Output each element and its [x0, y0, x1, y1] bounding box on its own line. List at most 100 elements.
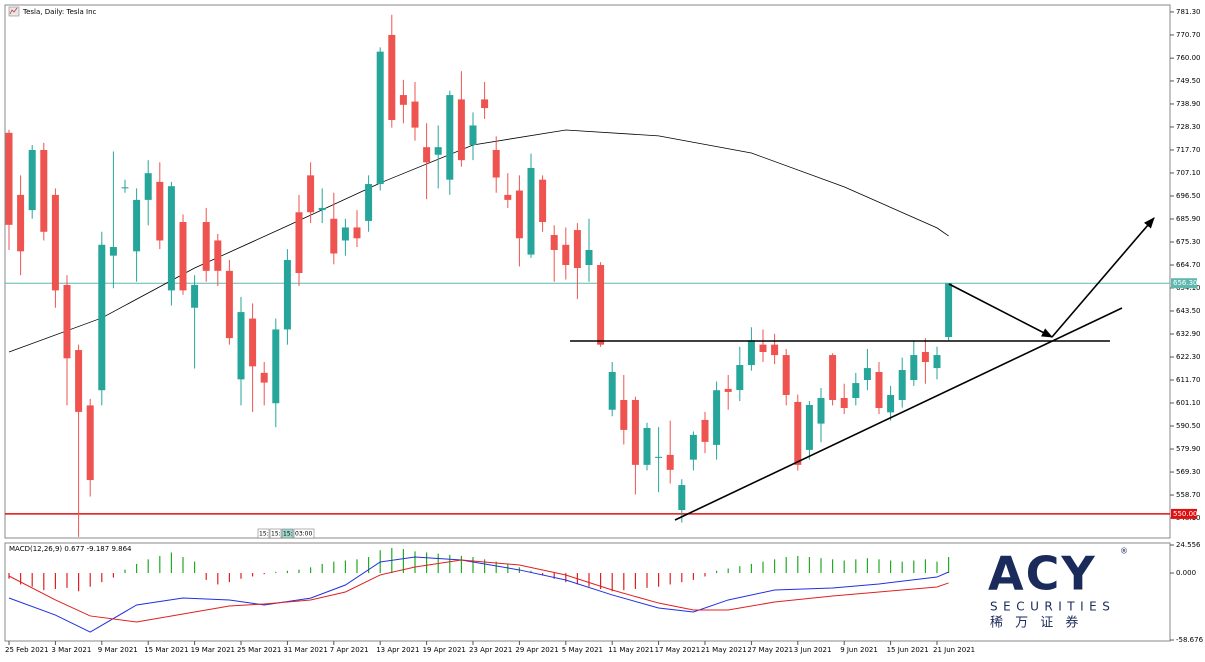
candle-body	[620, 399, 628, 430]
y-tick-label: 558.70	[1176, 491, 1201, 499]
logo-mark: ®	[1120, 547, 1128, 556]
candle-body	[782, 355, 790, 395]
candle-body	[365, 184, 373, 221]
x-tick-label: 21 May 2021	[701, 646, 747, 654]
candle-body	[28, 149, 36, 211]
main-plot	[5, 14, 1170, 537]
x-tick-label: 29 Apr 2021	[515, 646, 558, 654]
x-tick-label: 15 Mar 2021	[144, 646, 188, 654]
candle-body	[736, 365, 744, 390]
y-tick-label: 579.90	[1176, 445, 1201, 453]
y-tick-label: 632.90	[1176, 330, 1201, 338]
candle-body	[40, 149, 48, 232]
timer-label: 03:00	[295, 531, 312, 538]
candle-body	[921, 352, 929, 362]
candle-body	[759, 344, 767, 353]
y-tick-label: 770.70	[1176, 31, 1201, 39]
candle-body	[469, 125, 477, 145]
y-tick-label: 781.30	[1176, 8, 1201, 16]
macd-panel	[4, 542, 1171, 642]
candle-body	[272, 329, 280, 404]
logo: ACY ® SECURITIES 稀 万 证 券	[988, 547, 1128, 631]
price-line-label: 550.00	[1173, 510, 1198, 518]
candle-body	[225, 270, 233, 339]
candle-body	[608, 371, 616, 410]
x-tick-label: 27 May 2021	[747, 646, 793, 654]
y-tick-label: 601.10	[1176, 399, 1201, 407]
y-tick-label: 707.10	[1176, 169, 1201, 177]
y-tick-label: 685.90	[1176, 215, 1201, 223]
candle-body	[411, 101, 419, 128]
candle-body	[133, 199, 141, 252]
candle-body	[724, 388, 732, 392]
candle-body	[295, 212, 303, 274]
y-tick-label: 643.50	[1176, 307, 1201, 315]
candle-body	[910, 355, 918, 381]
candle-body	[678, 485, 686, 511]
candle-body	[492, 149, 500, 178]
candle-body	[75, 350, 83, 412]
candle-body	[515, 190, 523, 239]
macd-plot	[8, 547, 950, 633]
x-tick-label: 7 Apr 2021	[330, 646, 369, 654]
candle-body	[434, 147, 442, 155]
chart-icon	[9, 7, 18, 15]
y-tick-label: 749.50	[1176, 77, 1201, 85]
x-tick-label: 25 Mar 2021	[237, 646, 281, 654]
x-tick-label: 9 Jun 2021	[840, 646, 878, 654]
candle-body	[875, 371, 883, 409]
x-tick-label: 17 May 2021	[655, 646, 701, 654]
y-tick-label: 622.30	[1176, 353, 1201, 361]
x-tick-label: 21 Jun 2021	[933, 646, 975, 654]
candle-body	[817, 398, 825, 424]
candle-body	[109, 246, 117, 256]
moving-average	[8, 129, 949, 353]
macd-label: MACD(12,26,9) 0.677 -9.187 9.864	[9, 545, 132, 553]
candle-body	[376, 51, 384, 185]
price-line-label: 656.30	[1173, 279, 1198, 287]
candle-body	[307, 175, 315, 213]
candle-body	[597, 264, 605, 345]
x-tick-label: 13 Apr 2021	[376, 646, 419, 654]
y-tick-label: 675.30	[1176, 238, 1201, 246]
x-tick-label: 23 Apr 2021	[469, 646, 512, 654]
candle-body	[562, 244, 570, 265]
candle-body	[829, 355, 837, 400]
candle-body	[388, 34, 396, 121]
candle-body	[156, 181, 164, 241]
candle-body	[689, 434, 697, 460]
candle-body	[144, 173, 152, 200]
candle-body	[933, 355, 941, 369]
y-tick-label: 24.556	[1176, 541, 1201, 549]
title-block: Tesla, Daily: Tesla Inc	[8, 6, 97, 17]
candle-body	[805, 404, 813, 450]
candle-body	[51, 194, 59, 291]
chart-title: Tesla, Daily: Tesla Inc	[22, 8, 97, 16]
price-line-box	[1171, 508, 1197, 519]
candle-body	[399, 95, 407, 105]
y-tick-label: 760.00	[1176, 54, 1201, 62]
x-tick-label: 5 May 2021	[562, 646, 603, 654]
candle-body	[446, 95, 454, 180]
candle-body	[330, 218, 338, 254]
candle-body	[5, 132, 13, 225]
annotations	[570, 217, 1155, 521]
candle-body	[666, 454, 674, 470]
x-tick-label: 19 Mar 2021	[191, 646, 235, 654]
candle-body	[481, 99, 489, 109]
candle-body	[585, 250, 593, 265]
candle-body	[214, 240, 222, 271]
arrow	[948, 283, 1053, 338]
candle-body	[179, 222, 187, 291]
x-tick-label: 19 Apr 2021	[423, 646, 466, 654]
candle-body	[63, 284, 71, 359]
candle-body	[887, 394, 895, 413]
timer-box	[269, 528, 282, 539]
candle-body	[794, 401, 802, 465]
x-tick-label: 11 May 2021	[608, 646, 654, 654]
candle-body	[237, 312, 245, 380]
candle-body	[249, 318, 257, 367]
logo-subtitle: SECURITIES	[990, 600, 1115, 614]
candle-body	[550, 235, 558, 251]
